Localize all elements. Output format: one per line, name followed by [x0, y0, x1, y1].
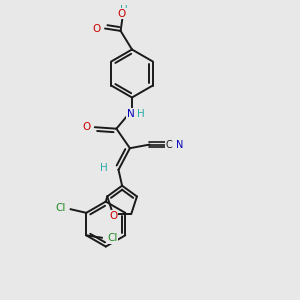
Text: N: N — [127, 109, 135, 119]
Text: O: O — [118, 8, 126, 19]
Text: O: O — [93, 23, 101, 34]
Text: Cl: Cl — [107, 233, 118, 243]
Text: O: O — [83, 122, 91, 132]
Text: H: H — [137, 109, 145, 119]
Text: N: N — [176, 140, 184, 150]
Text: O: O — [110, 211, 118, 221]
Text: C: C — [166, 140, 172, 150]
Text: H: H — [120, 5, 128, 15]
Text: Cl: Cl — [55, 203, 65, 213]
Text: H: H — [100, 163, 108, 173]
